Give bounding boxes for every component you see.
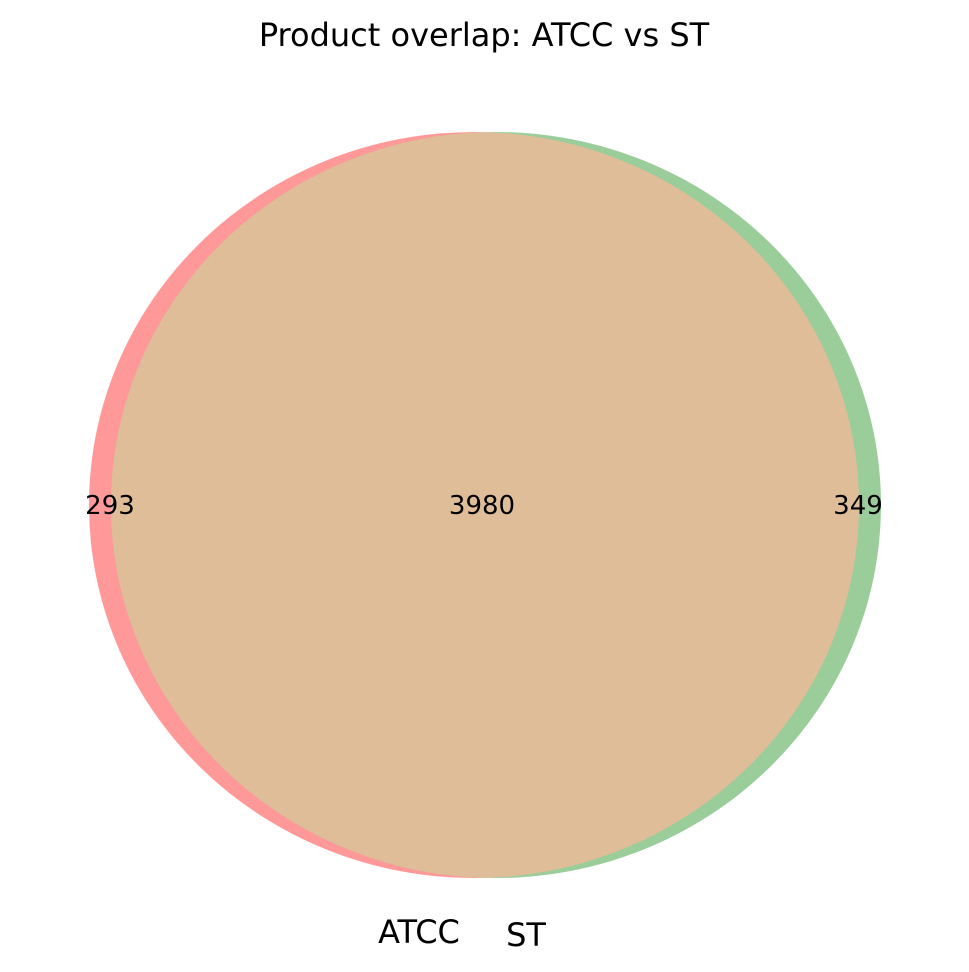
intersection-count: 3980 xyxy=(449,491,515,521)
intersection-region xyxy=(111,132,859,878)
diagram-title: Product overlap: ATCC vs ST xyxy=(259,16,710,54)
atcc-set-label: ATCC xyxy=(378,913,460,951)
st-set-label: ST xyxy=(506,916,546,954)
atcc-only-count: 293 xyxy=(85,491,135,521)
st-only-count: 349 xyxy=(833,491,883,521)
